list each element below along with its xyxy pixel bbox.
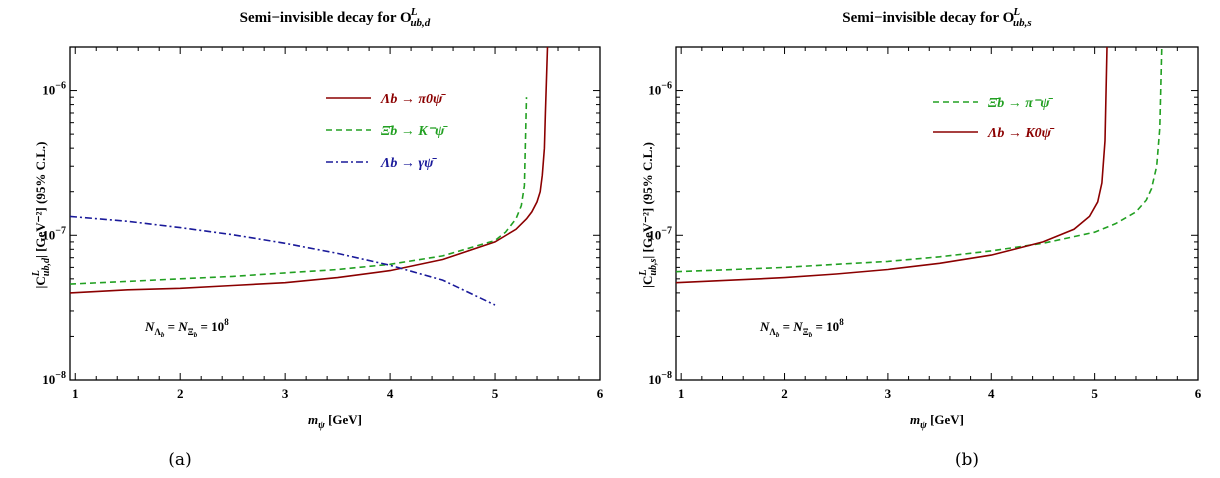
panel-caption: (b) [955, 450, 979, 470]
x-tick-label: 3 [282, 386, 289, 401]
y-tick-label: 10−6 [648, 81, 672, 98]
plot-frame [675, 46, 1199, 381]
x-tick-label: 2 [177, 386, 184, 401]
y-tick-label: 10−7 [648, 225, 672, 242]
x-tick-label: 5 [1091, 386, 1098, 401]
legend-label-1: Λb → π0ψ̄ [380, 92, 446, 107]
x-axis-label: mψ [GeV] [910, 412, 964, 431]
chart-title: Semi−invisible decay for OL ub,s [842, 6, 1031, 29]
y-tick-label: 10−6 [42, 81, 66, 98]
x-tick-label: 4 [988, 386, 995, 401]
y-tick-label: 10−7 [42, 225, 66, 242]
x-tick-label: 6 [1195, 386, 1202, 401]
series-line-1 [676, 47, 1163, 273]
series-group [70, 47, 549, 306]
annotation-note: NΛb = NΞb = 108 [144, 317, 229, 339]
annotation-note: NΛb = NΞb = 108 [759, 317, 844, 339]
x-tick-label: 5 [492, 386, 499, 401]
x-tick-label: 4 [387, 386, 394, 401]
series-line-3 [70, 215, 496, 306]
series-line-2 [676, 47, 1108, 284]
y-tick-label: 10−8 [42, 370, 66, 387]
axis-ticks [676, 46, 1199, 381]
x-tick-label: 1 [72, 386, 79, 401]
y-axis-label: |CLub,d| [GeV⁻²] (95% C.L.) [31, 142, 52, 289]
series-line-1 [70, 47, 549, 294]
series-group [676, 47, 1163, 284]
legend-label-3: Λb → γψ̄ [380, 156, 438, 171]
chart-panel-a: 1 2 3 4 5 6 10−8 10−7 10−6 Semi−invisible decay f… [31, 6, 604, 470]
y-axis-label: |CLub,s| [GeV⁻²] (95% C.L.) [638, 142, 659, 288]
y-tick-label: 10−8 [648, 370, 672, 387]
legend-label-1: Ξ̄b → π⁻ψ̄ [988, 96, 1054, 111]
panel-caption: (a) [168, 450, 191, 470]
x-axis-label: mψ [GeV] [308, 412, 362, 431]
chart-panel-b: 1 2 3 4 5 6 10−8 10−7 10−6 Semi−invisible decay f… [638, 6, 1202, 470]
x-tick-label: 1 [678, 386, 685, 401]
x-tick-label: 3 [885, 386, 892, 401]
x-tick-label: 2 [781, 386, 788, 401]
plot-frame [69, 46, 601, 381]
chart-title: Semi−invisible decay for OL ub,d [240, 6, 431, 29]
legend-label-2: Λb → K0ψ̄ [987, 126, 1055, 141]
x-tick-label: 6 [597, 386, 604, 401]
series-line-2 [70, 97, 528, 285]
legend-label-2: Ξ̄b → K⁻ψ̄ [381, 124, 448, 139]
